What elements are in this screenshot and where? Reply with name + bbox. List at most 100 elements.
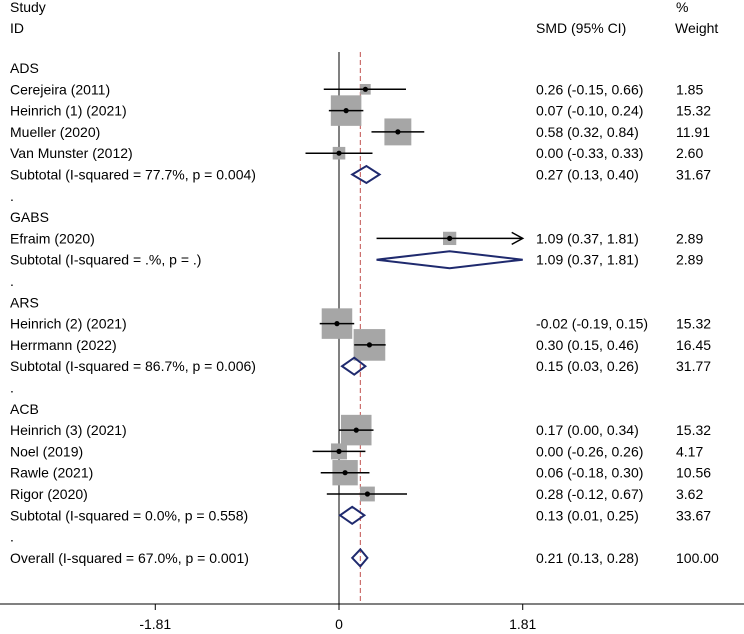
weight-value: 3.62 — [676, 486, 703, 502]
group-row: ARS — [10, 294, 39, 310]
row-label: Subtotal (I-squared = 0.0%, p = 0.558) — [10, 507, 248, 523]
effect-ci-value: 0.27 (0.13, 0.40) — [536, 167, 639, 183]
weight-value: 15.32 — [676, 103, 711, 119]
row-label: Heinrich (3) (2021) — [10, 422, 127, 438]
study-row: Noel (2019) 0.00 (-0.26, 0.26) 4.17 — [10, 443, 703, 459]
weight-value: 100.00 — [676, 550, 719, 566]
dot-row: . — [10, 188, 14, 204]
subtotal-diamond — [338, 505, 367, 526]
weight-value: 16.45 — [676, 337, 711, 353]
group-label: ARS — [10, 294, 39, 310]
header-effect: SMD (95% CI) — [536, 20, 626, 36]
point-estimate — [362, 86, 368, 92]
effect-ci-value: -0.02 (-0.19, 0.15) — [536, 316, 648, 332]
effect-ci-value: 0.28 (-0.12, 0.67) — [536, 486, 643, 502]
point-estimate — [334, 321, 340, 327]
row-label: Van Munster (2012) — [10, 145, 133, 161]
point-estimate — [395, 129, 401, 135]
effect-ci-value: 0.06 (-0.18, 0.30) — [536, 465, 643, 481]
spacer-dot: . — [10, 380, 14, 396]
header-study: Study — [10, 0, 46, 15]
row-label: Efraim (2020) — [10, 230, 95, 246]
row-label: Heinrich (2) (2021) — [10, 316, 127, 332]
weight-value: 15.32 — [676, 316, 711, 332]
effect-ci-value: 0.30 (0.15, 0.46) — [536, 337, 639, 353]
overall-diamond — [350, 547, 369, 568]
group-row: ACB — [10, 401, 39, 417]
study-row: Efraim (2020) 1.09 (0.37, 1.81) 2.89 — [10, 230, 703, 246]
row-label: Rawle (2021) — [10, 465, 93, 481]
study-rows: ADS Cerejeira (2011) 0.26 (-0.15, 0.66) 1.8… — [10, 60, 719, 568]
weight-value: 33.67 — [676, 507, 711, 523]
point-estimate — [447, 235, 453, 241]
effect-ci-value: 1.09 (0.37, 1.81) — [536, 252, 639, 268]
effect-ci-value: 0.13 (0.01, 0.25) — [536, 507, 639, 523]
point-estimate — [366, 342, 373, 348]
header-id: ID — [10, 20, 24, 36]
group-label: ACB — [10, 401, 39, 417]
effect-ci-value: 0.00 (-0.33, 0.33) — [536, 145, 643, 161]
weight-value: 2.89 — [676, 252, 703, 268]
study-row: Cerejeira (2011) 0.26 (-0.15, 0.66) 1.85 — [10, 81, 703, 97]
row-label: Subtotal (I-squared = 77.7%, p = 0.004) — [10, 167, 256, 183]
weight-value: 15.32 — [676, 422, 711, 438]
row-label: Subtotal (I-squared = .%, p = .) — [10, 252, 201, 268]
point-estimate — [336, 448, 342, 454]
effect-ci-value: 0.26 (-0.15, 0.66) — [536, 81, 643, 97]
dot-row: . — [10, 273, 14, 289]
weight-value: 10.56 — [676, 465, 711, 481]
effect-ci-value: 0.07 (-0.10, 0.24) — [536, 103, 643, 119]
weight-value: 11.91 — [676, 124, 710, 140]
column-headers: Study ID SMD (95% CI) % Weight — [10, 0, 718, 36]
subtotal-row: Subtotal (I-squared = .%, p = .) 1.09 (0.… — [10, 250, 703, 270]
subtotal-diamond — [340, 356, 368, 376]
study-row: Rawle (2021) 0.06 (-0.18, 0.30) 10.56 — [10, 460, 711, 486]
subtotal-diamond — [350, 164, 382, 185]
x-tick-label: 0 — [335, 616, 343, 632]
row-label: Heinrich (1) (2021) — [10, 103, 127, 119]
study-row: Herrmann (2022) 0.30 (0.15, 0.46) 16.45 — [10, 329, 711, 361]
spacer-dot: . — [10, 529, 14, 545]
group-label: GABS — [10, 209, 49, 225]
study-row: Heinrich (2) (2021) -0.02 (-0.19, 0.15) 15… — [10, 308, 711, 339]
ci-arrow — [511, 231, 525, 246]
subtotal-row: Subtotal (I-squared = 86.7%, p = 0.006) 0… — [10, 356, 711, 376]
row-label: Overall (I-squared = 67.0%, p = 0.001) — [10, 550, 249, 566]
effect-ci-value: 0.21 (0.13, 0.28) — [536, 550, 639, 566]
group-label: ADS — [10, 60, 39, 76]
study-row: Heinrich (1) (2021) 0.07 (-0.10, 0.24) 15.… — [10, 95, 711, 126]
weight-value: 2.60 — [676, 145, 703, 161]
row-label: Noel (2019) — [10, 443, 83, 459]
dot-row: . — [10, 380, 14, 396]
subtotal-row: Subtotal (I-squared = 0.0%, p = 0.558) 0.… — [10, 505, 711, 526]
x-axis: -1.81 0 1.81 — [0, 603, 744, 632]
row-label: Cerejeira (2011) — [10, 81, 110, 97]
study-row: Heinrich (3) (2021) 0.17 (0.00, 0.34) 15.3… — [10, 414, 711, 446]
x-tick-label: 1.81 — [509, 616, 536, 632]
effect-ci-value: 0.58 (0.32, 0.84) — [536, 124, 639, 140]
header-weight: Weight — [675, 20, 718, 36]
effect-ci-value: 1.09 (0.37, 1.81) — [536, 230, 639, 246]
overall-row: Overall (I-squared = 67.0%, p = 0.001) 0.… — [10, 547, 719, 568]
weight-value: 1.85 — [676, 81, 703, 97]
group-row: GABS — [10, 209, 49, 225]
effect-ci-value: 0.00 (-0.26, 0.26) — [536, 443, 643, 459]
subtotal-diamond — [376, 250, 523, 270]
weight-value: 31.67 — [676, 167, 711, 183]
row-label: Mueller (2020) — [10, 124, 100, 140]
weight-value: 4.17 — [676, 443, 703, 459]
point-estimate — [343, 108, 349, 114]
row-label: Herrmann (2022) — [10, 337, 117, 353]
dot-row: . — [10, 529, 14, 545]
point-estimate — [336, 150, 342, 156]
point-estimate — [353, 427, 359, 433]
header-weight-percent: % — [676, 0, 688, 15]
x-tick-label: -1.81 — [139, 616, 171, 632]
subtotal-row: Subtotal (I-squared = 77.7%, p = 0.004) 0… — [10, 164, 711, 185]
group-row: ADS — [10, 60, 39, 76]
spacer-dot: . — [10, 188, 14, 204]
weight-value: 31.77 — [676, 358, 711, 374]
row-label: Subtotal (I-squared = 86.7%, p = 0.006) — [10, 358, 256, 374]
point-estimate — [364, 491, 371, 497]
